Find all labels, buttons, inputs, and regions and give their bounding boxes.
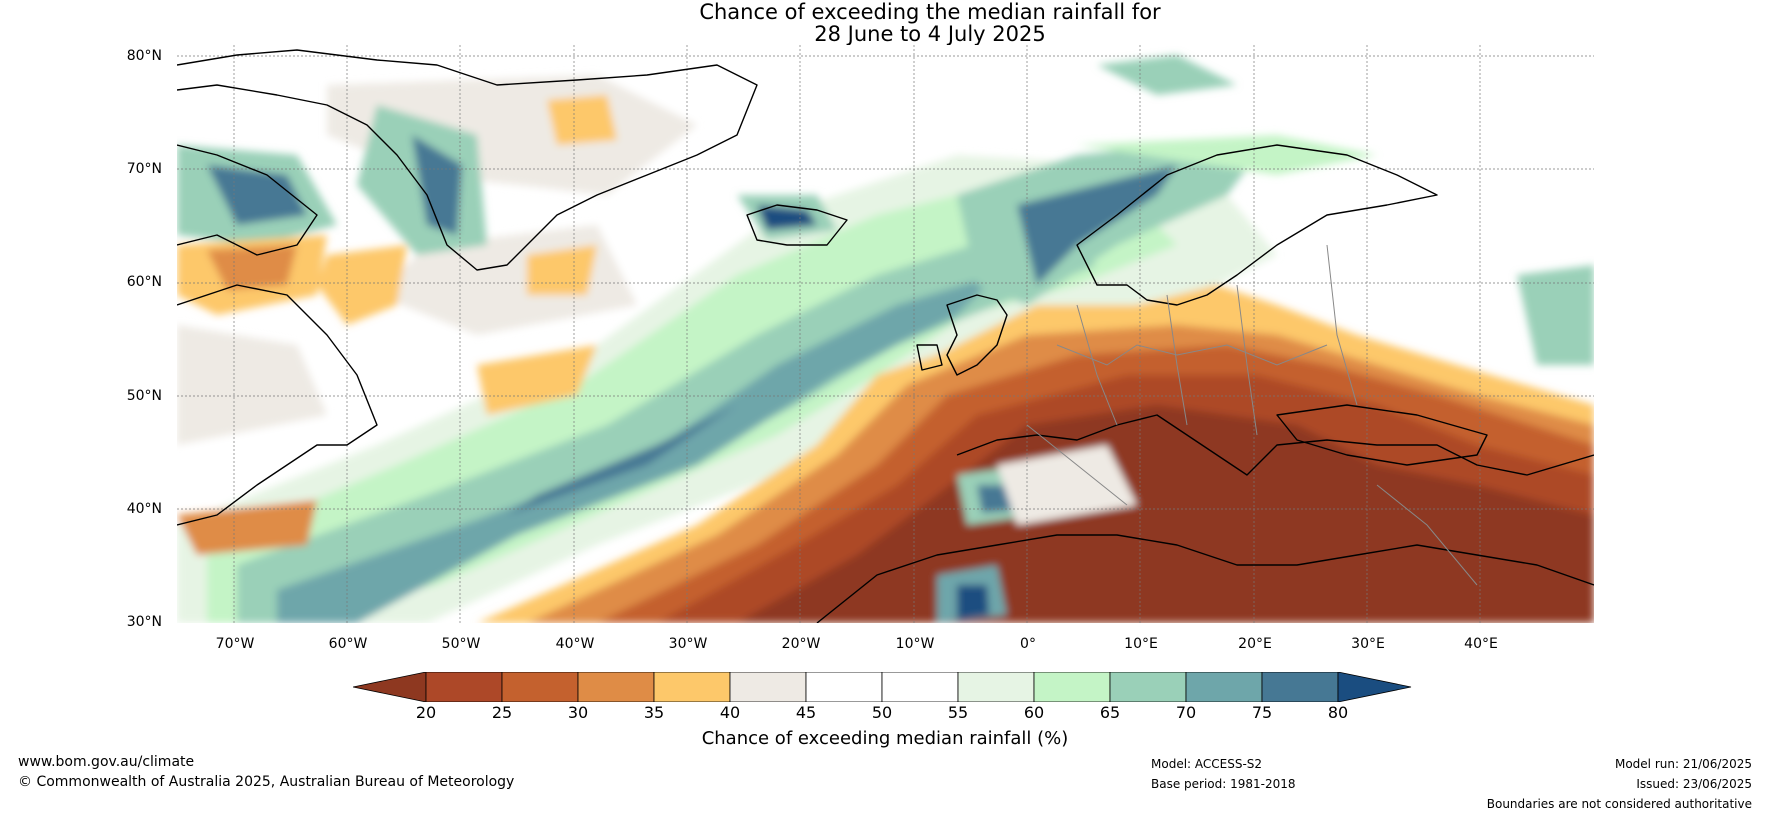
colorbar-label: Chance of exceeding median rainfall (%) — [701, 728, 1069, 749]
colorbar-segment-70-75 — [1185, 672, 1263, 702]
colorbar-segment-25-30 — [501, 672, 579, 702]
colorbar-tick-label: 55 — [947, 703, 969, 722]
lon-label-40w: 40°W — [555, 636, 595, 652]
rainfall-probability-map — [177, 45, 1594, 623]
lon-label-20e: 20°E — [1238, 636, 1272, 652]
map-title: Chance of exceeding the median rainfall … — [699, 0, 1161, 24]
lat-label-50n: 50°N — [126, 388, 162, 404]
colorbar — [353, 672, 1412, 702]
colorbar-tick-label: 40 — [719, 703, 741, 722]
base-period: Base period: 1981-2018 — [1151, 777, 1296, 791]
lon-label-60w: 60°W — [328, 636, 368, 652]
colorbar-tick-label: 70 — [1175, 703, 1197, 722]
colorbar-segment-35-40 — [653, 672, 731, 702]
lon-label-20w: 20°W — [781, 636, 821, 652]
colorbar-tick-label: 30 — [567, 703, 589, 722]
boundaries-disclaimer: Boundaries are not considered authoritat… — [1486, 797, 1752, 811]
colorbar-extend-high — [1337, 672, 1412, 702]
colorbar-segment-75-80 — [1261, 672, 1339, 702]
lat-label-60n: 60°N — [126, 274, 162, 290]
colorbar-tick-label: 20 — [415, 703, 437, 722]
colorbar-extend-low — [353, 672, 427, 702]
lon-label-50w: 50°W — [441, 636, 481, 652]
lon-label-30w: 30°W — [668, 636, 708, 652]
model-run-date: Model run: 21/06/2025 — [1614, 757, 1752, 771]
website-url: www.bom.gov.au/climate — [18, 754, 195, 770]
lon-label-70w: 70°W — [215, 636, 255, 652]
issued-date: Issued: 23/06/2025 — [1636, 777, 1752, 791]
map-subtitle-dates: 28 June to 4 July 2025 — [814, 22, 1046, 46]
copyright-notice: © Commonwealth of Australia 2025, Austra… — [18, 774, 515, 790]
rainfall-probability-field — [177, 55, 1594, 623]
lat-label-30n: 30°N — [126, 614, 162, 630]
colorbar-tick-label: 35 — [643, 703, 665, 722]
colorbar-segment-45-50 — [805, 672, 883, 702]
model-name: Model: ACCESS-S2 — [1151, 757, 1263, 771]
colorbar-tick-label: 60 — [1023, 703, 1045, 722]
colorbar-segment-50-55 — [881, 672, 959, 702]
country-borders — [1026, 244, 1478, 586]
lon-label-40e: 40°E — [1464, 636, 1498, 652]
colorbar-segment-30-35 — [577, 672, 655, 702]
colorbar-tick-label: 25 — [491, 703, 513, 722]
coastlines — [177, 49, 1594, 623]
lat-label-70n: 70°N — [126, 161, 162, 177]
colorbar-segment-55-60 — [957, 672, 1035, 702]
colorbar-segment-65-70 — [1109, 672, 1187, 702]
colorbar-tick-label: 65 — [1099, 703, 1121, 722]
map-gridlines — [177, 45, 1594, 623]
lat-label-40n: 40°N — [126, 501, 162, 517]
lon-label-10e: 10°E — [1124, 636, 1158, 652]
lon-label-10w: 10°W — [895, 636, 935, 652]
colorbar-segment-60-65 — [1033, 672, 1111, 702]
colorbar-tick-label: 45 — [795, 703, 817, 722]
lon-label-30e: 30°E — [1351, 636, 1385, 652]
lon-label-0: 0° — [1020, 636, 1036, 652]
colorbar-tick-label: 50 — [871, 703, 893, 722]
colorbar-tick-label: 75 — [1251, 703, 1273, 722]
colorbar-tick-label: 80 — [1327, 703, 1349, 722]
lat-label-80n: 80°N — [126, 48, 162, 64]
colorbar-segment-40-45 — [729, 672, 807, 702]
colorbar-segment-20-25 — [425, 672, 503, 702]
